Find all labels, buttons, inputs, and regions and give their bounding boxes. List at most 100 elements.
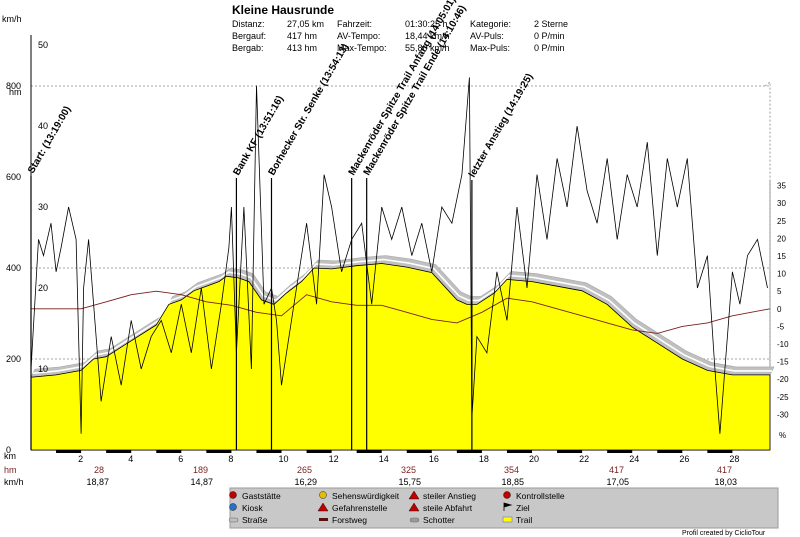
hm-value: 28	[94, 465, 104, 475]
kmh-value: 15,75	[398, 477, 421, 487]
trail-icon	[502, 516, 513, 523]
stat-value: 27,05 km	[287, 19, 324, 29]
legend: Gaststätte Kiosk Straße Sehenswürdigkeit Gef…	[228, 490, 565, 525]
legend-label: Kontrollstelle	[516, 491, 565, 501]
legend-label: steile Abfahrt	[423, 503, 473, 513]
legend-label: Gefahrenstelle	[332, 503, 388, 513]
slope-tick-label: 30	[777, 199, 786, 208]
hm-value: 417	[609, 465, 624, 475]
stat-value: 0 P/min	[534, 31, 565, 41]
speed-tick-label: 40	[38, 121, 48, 131]
km-tick-label: 18	[479, 454, 489, 464]
km-tick-label: 2	[78, 454, 83, 464]
kmh-value: 18,03	[714, 477, 737, 487]
gefahrenstelle-icon	[317, 502, 329, 512]
steile-abfahrt-icon	[408, 502, 420, 512]
speed-tick-label: 50	[38, 40, 48, 50]
slope-tick-label: -10	[777, 340, 789, 349]
km-ruler-segment	[106, 450, 132, 453]
kmh-value: 17,05	[606, 477, 629, 487]
hm-row-label: hm	[4, 465, 17, 475]
slope-tick-label: 35	[777, 182, 786, 191]
kontrollstelle-icon	[503, 491, 511, 499]
legend-label: Sehenswürdigkeit	[332, 491, 400, 501]
km-tick-label: 6	[178, 454, 183, 464]
legend-label: Gaststätte	[242, 491, 281, 501]
schotter-icon	[409, 517, 420, 523]
slope-tick-label: 15	[777, 252, 786, 261]
km-tick-label: 8	[228, 454, 233, 464]
kmh-value: 16,29	[294, 477, 317, 487]
slope-tick-label: -5	[777, 322, 785, 331]
km-tick-label: 26	[679, 454, 689, 464]
km-ruler-segment	[506, 450, 533, 453]
kmh-value: 18,87	[86, 477, 109, 487]
stat-label: Max-Puls:	[470, 43, 510, 53]
kmh-value: 18,85	[501, 477, 524, 487]
hm-value: 325	[401, 465, 416, 475]
legend-label: Kiosk	[242, 503, 264, 513]
legend-label: Ziel	[516, 503, 530, 513]
speed-tick-label: 20	[38, 283, 48, 293]
kmh-row-label: km/h	[4, 477, 24, 487]
slope-tick-label: -25	[777, 393, 789, 402]
km-tick-label: 16	[429, 454, 439, 464]
hm-value: 265	[297, 465, 312, 475]
slope-tick-label: 25	[777, 217, 786, 226]
annotation-label: letzter Anstieg (14:19:25)	[467, 72, 536, 180]
speed-tick-label: 10	[38, 364, 48, 374]
sehenswuerdigkeit-icon	[319, 491, 327, 499]
altitude-tick-label: 0	[6, 445, 11, 455]
annotation-label: Start: (13:19:00)	[26, 105, 73, 176]
slope-series	[31, 290, 771, 334]
stat-label: Max-Tempo:	[337, 43, 387, 53]
km-tick-label: 4	[128, 454, 133, 464]
chart-title: Kleine Hausrunde	[232, 3, 334, 17]
km-ruler-segment	[707, 450, 733, 453]
km-ruler-segment	[206, 450, 232, 453]
stat-value: 0 P/min	[534, 43, 565, 53]
km-tick-label: 12	[329, 454, 339, 464]
km-tick-label: 22	[579, 454, 589, 464]
km-ruler-segment	[156, 450, 182, 453]
altitude-area	[30, 263, 771, 451]
altitude-tick-label: 400	[6, 263, 21, 273]
kmh-value: 14,87	[190, 477, 213, 487]
annotation-label: Mackenröder Spitze Trail Ende (14:10:46)	[362, 4, 469, 178]
altitude-tick-label: 600	[6, 172, 21, 182]
legend-label: Forstweg	[332, 515, 367, 525]
km-ruler-segment	[406, 450, 432, 453]
strasse-icon	[228, 517, 239, 523]
legend-label: Trail	[516, 515, 532, 525]
legend-label: Schotter	[423, 515, 455, 525]
stat-label: AV-Tempo:	[337, 31, 380, 41]
stat-label: Bergab:	[232, 43, 264, 53]
hm-value: 189	[193, 465, 208, 475]
km-tick-label: 24	[629, 454, 639, 464]
slope-tick-label: -15	[777, 358, 789, 367]
slope-tick-label: 10	[777, 270, 786, 279]
hm-value: 354	[504, 465, 519, 475]
slope-unit-label: %	[779, 431, 786, 440]
legend-label: steiler Anstieg	[423, 491, 476, 501]
km-ruler-segment	[657, 450, 683, 453]
slope-line	[31, 290, 771, 334]
altitude-tick-label: 800	[6, 81, 21, 91]
km-axis-label: km	[4, 451, 16, 461]
stats-rows: hm km/h 28 189 265 325 354 417 417 18,87 14,87 16,2…	[4, 465, 737, 487]
stat-label: Kategorie:	[470, 19, 511, 29]
altitude-tick-label: 200	[6, 354, 21, 364]
hm-value: 417	[717, 465, 732, 475]
km-tick-label: 20	[529, 454, 539, 464]
stat-value: 55,80 km/h	[405, 43, 450, 53]
slope-tick-label: -30	[777, 410, 789, 419]
stat-value: 2 Sterne	[534, 19, 568, 29]
slope-tick-label: 20	[777, 234, 786, 243]
steiler-anstieg-icon	[408, 490, 420, 500]
credit-text: Profil created by CiclioTour	[682, 530, 766, 537]
km-tick-label: 14	[379, 454, 389, 464]
forstweg-icon	[319, 518, 328, 521]
slope-tick-label: 0	[777, 305, 782, 314]
